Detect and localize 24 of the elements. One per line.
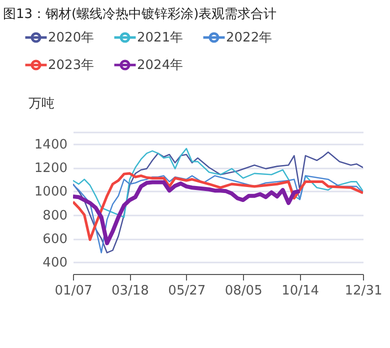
x-tick-label: 01/07 bbox=[54, 284, 92, 298]
line-series bbox=[73, 175, 363, 254]
y-tick-label: 1200 bbox=[34, 161, 68, 176]
x-tick-label: 03/18 bbox=[111, 284, 149, 298]
legend-label: 2021年 bbox=[137, 30, 184, 46]
y-tick-label: 800 bbox=[42, 208, 68, 224]
legend-label: 2022年 bbox=[226, 30, 272, 46]
x-tick-label: 05/27 bbox=[168, 284, 206, 298]
line-series bbox=[73, 180, 302, 246]
y-tick-label: 600 bbox=[42, 232, 68, 247]
y-tick-label: 1000 bbox=[34, 184, 68, 200]
x-tick-label: 12/31 bbox=[344, 284, 382, 298]
line-series bbox=[73, 172, 363, 241]
line-series bbox=[73, 151, 363, 254]
y-tick-label: 1400 bbox=[34, 137, 68, 152]
x-tick-label: 08/05 bbox=[224, 284, 262, 298]
y-tick-label: 400 bbox=[42, 256, 68, 271]
legend-label: 2024年 bbox=[137, 58, 184, 73]
legend-label: 2020年 bbox=[48, 30, 94, 46]
chart-title: 图13：钢材(螺线冷热中镀锌彩涂)表观需求合计 bbox=[3, 7, 277, 22]
legend-label: 2023年 bbox=[48, 58, 94, 73]
x-tick-label: 10/14 bbox=[282, 284, 320, 298]
y-axis-title: 万吨 bbox=[28, 96, 54, 112]
line-series bbox=[73, 148, 363, 218]
